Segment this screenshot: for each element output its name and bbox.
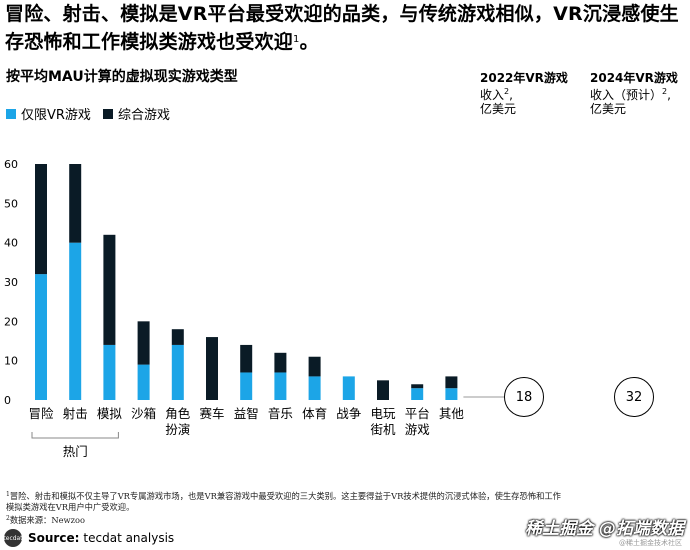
watermark-text: 拓端数据 — [616, 519, 684, 539]
legend: 仅限VR游戏 综合游戏 — [6, 104, 182, 123]
y-tick-label: 40 — [4, 237, 18, 250]
revenue-2024-line2: 收入（预计） — [590, 88, 663, 102]
bar-segment-combined — [103, 234, 116, 345]
y-tick-label: 30 — [4, 276, 18, 289]
category-label: 赛车 — [199, 406, 224, 421]
watermark-at: @ — [599, 519, 616, 539]
category-label: 体育 — [302, 406, 327, 421]
category-label: 平台 — [405, 406, 430, 421]
legend-label-combined: 综合游戏 — [117, 108, 170, 123]
bar-segment-combined — [445, 376, 458, 389]
y-tick-label: 20 — [4, 315, 18, 328]
category-label: 射击 — [63, 406, 88, 421]
bar-segment-combined — [274, 352, 287, 373]
bar-segment-vr-only — [445, 388, 458, 400]
bar-segment-combined — [35, 164, 47, 275]
bar-segment-vr-only — [69, 242, 82, 400]
bar-segment-vr-only — [103, 344, 116, 400]
revenue-2024-value: 32 — [614, 377, 654, 417]
legend-item-combined: 综合游戏 — [102, 104, 170, 123]
bar-segment-vr-only — [171, 344, 184, 400]
category-label: 游戏 — [405, 422, 430, 437]
revenue-2024-sup: 2 — [662, 87, 668, 96]
bar-segment-vr-only — [274, 372, 287, 400]
legend-swatch-combined — [102, 108, 113, 119]
y-tick-label: 10 — [4, 355, 18, 368]
y-tick-label: 0 — [4, 394, 11, 407]
category-label: 音乐 — [268, 406, 293, 421]
watermark: 稀土掘金 @拓端数据 — [525, 514, 684, 539]
revenue-2024-unit: 亿美元 — [590, 102, 627, 116]
category-label: 扮演 — [165, 422, 190, 437]
bar-segment-vr-only — [137, 364, 150, 400]
bar-segment-vr-only — [411, 388, 424, 400]
watermark-brand: 稀土掘金 — [525, 519, 594, 539]
source-label: Source: — [28, 531, 80, 545]
bar-segment-combined — [411, 384, 424, 389]
source-text: tecdat analysis — [83, 531, 175, 545]
y-tick-label: 50 — [4, 197, 18, 210]
bar-segment-combined — [206, 337, 218, 400]
hot-group-bracket — [31, 432, 119, 439]
revenue-2022-header: 2022年VR游戏 收入2, 亿美元 — [480, 71, 568, 116]
revenue-2024-header: 2024年VR游戏 收入（预计）2, 亿美元 — [590, 71, 678, 116]
category-label: 沙箱 — [131, 406, 156, 421]
legend-swatch-vr-only — [6, 108, 16, 119]
category-label: 冒险 — [28, 406, 54, 421]
category-label: 街机 — [370, 422, 396, 437]
category-label: 模拟 — [97, 406, 123, 421]
category-label: 角色 — [165, 406, 191, 421]
bar-segment-combined — [137, 321, 150, 365]
hot-group-label: 热门 — [63, 444, 88, 459]
bar-segment-vr-only — [240, 372, 253, 400]
bar-segment-vr-only — [308, 376, 321, 400]
category-label: 益智 — [234, 406, 259, 421]
revenue-2022-line2: 收入 — [480, 88, 505, 102]
tecdat-logo-icon: tecdat — [3, 529, 23, 547]
headline: 冒险、射击、模拟是VR平台最受欢迎的品类，与传统游戏相似，VR沉浸感使生存恐怖和… — [5, 3, 679, 53]
y-tick-label: 60 — [4, 158, 18, 171]
watermark-sub: @稀土掘金技术社区 — [619, 539, 682, 547]
legend-label-vr-only: 仅限VR游戏 — [21, 108, 91, 123]
category-label: 战争 — [336, 406, 361, 421]
chart-subtitle: 按平均MAU计算的虚拟现实游戏类型 — [6, 69, 238, 85]
bar-segment-combined — [69, 164, 82, 243]
revenue-2022-unit: 亿美元 — [480, 102, 517, 116]
bar-segment-combined — [240, 344, 253, 373]
category-label: 电玩 — [370, 406, 396, 421]
bar-segment-combined — [377, 380, 389, 400]
revenue-2022-title: 2022年VR游戏 — [480, 71, 568, 85]
revenue-2022-value: 18 — [504, 377, 544, 417]
legend-item-vr-only: 仅限VR游戏 — [6, 104, 91, 123]
revenue-2024-title: 2024年VR游戏 — [590, 71, 678, 85]
source-line: tecdat Source: tecdat analysis — [3, 529, 175, 547]
revenue-2022-sup: 2 — [504, 87, 510, 96]
category-label: 其他 — [439, 406, 465, 421]
bar-segment-combined — [308, 356, 321, 377]
bar-segment-vr-only — [342, 376, 355, 400]
bar-segment-combined — [171, 329, 184, 345]
footnote: 1冒险、射击和模拟不仅主导了VR专属游戏市场，也是VR兼容游戏中最受欢迎的三大类… — [6, 491, 561, 525]
bar-segment-vr-only — [35, 274, 47, 400]
